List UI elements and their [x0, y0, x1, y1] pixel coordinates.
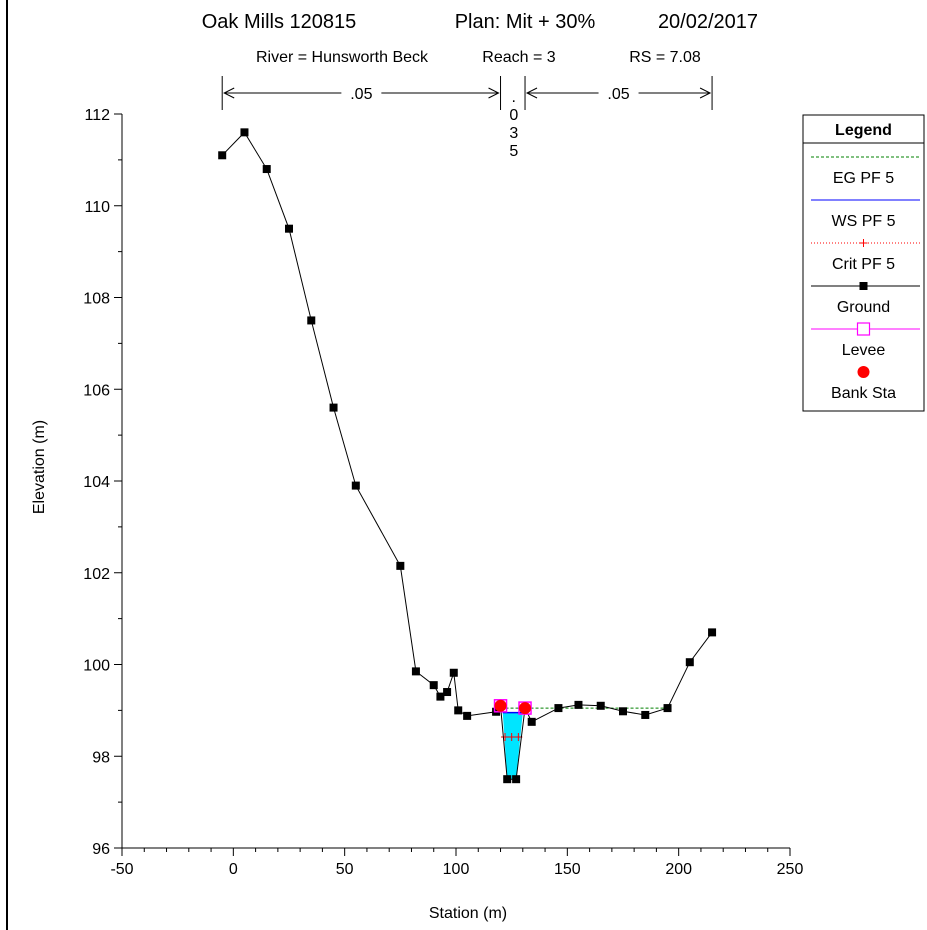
ground-point: [396, 561, 405, 570]
legend-box: [802, 114, 925, 412]
ground-point: [329, 403, 338, 412]
plot-area: [218, 128, 717, 784]
ground-point: [262, 165, 271, 174]
y-tick-label: 102: [83, 566, 110, 583]
x-tick-label: -50: [110, 861, 133, 878]
y-tick-label: 110: [84, 199, 110, 216]
manning-n-char: .: [512, 89, 516, 106]
plot-window: Oak Mills 120815 Plan: Mit + 30% 20/02/2…: [6, 0, 927, 930]
manning-n-label: .05: [607, 86, 629, 103]
legend-label: Crit PF 5: [832, 256, 895, 273]
ground-point: [503, 775, 512, 784]
title-date: 20/02/2017: [658, 11, 758, 33]
ground-point: [554, 704, 563, 713]
y-tick-label: 96: [92, 841, 110, 858]
title-project: Oak Mills 120815: [202, 11, 357, 33]
manning-n-annotations: .05.035 .05: [221, 76, 713, 160]
manning-n-char: 3: [509, 125, 518, 142]
ground-point: [641, 710, 650, 719]
ground-point: [411, 667, 420, 676]
title-plan: Plan: Mit + 30%: [455, 11, 596, 33]
chart-subtitle: River = Hunsworth Beck Reach = 3 RS = 7.…: [256, 49, 701, 66]
manning-arrow-head: [223, 87, 235, 99]
legend-label: Levee: [842, 342, 886, 359]
legend-label: Bank Sta: [831, 385, 896, 402]
x-tick-label: 50: [336, 861, 354, 878]
ground-point: [619, 707, 627, 716]
manning-n-char: 5: [509, 143, 518, 160]
legend-label: EG PF 5: [833, 170, 894, 187]
legend-label: Ground: [837, 299, 890, 316]
ground-point: [574, 700, 583, 709]
y-axis-label: Elevation (m): [31, 420, 48, 514]
x-tick-label: 200: [665, 861, 692, 878]
legend: Legend EG PF 5 WS PF 5 Crit PF 5 Ground Levee…: [802, 114, 925, 412]
ground-point: [307, 316, 316, 325]
ground-point: [285, 224, 293, 233]
cross-section-chart: Oak Mills 120815 Plan: Mit + 30% 20/02/2…: [31, 11, 925, 922]
ground-point: [351, 481, 360, 490]
manning-arrow-head: [488, 87, 500, 99]
legend-marker: [856, 322, 871, 336]
legend-marker: [857, 366, 870, 378]
ground-point: [463, 711, 472, 720]
ground-point: [436, 692, 445, 701]
legend-title: Legend: [835, 122, 892, 139]
ground-point: [240, 128, 249, 137]
legend-marker: [859, 239, 868, 247]
x-tick-label: 150: [554, 861, 581, 878]
ground-point: [527, 717, 536, 726]
x-tick-label: 100: [443, 861, 470, 878]
ground-point: [685, 658, 694, 667]
x-tick-label: 0: [229, 861, 238, 878]
bank-station-point: [519, 702, 532, 715]
legend-marker: [859, 282, 868, 290]
subtitle-reach: Reach = 3: [482, 49, 555, 66]
manning-arrow-head: [525, 87, 538, 99]
y-tick-label: 108: [83, 291, 110, 308]
manning-arrow-head: [699, 87, 712, 99]
ground-point: [596, 701, 605, 710]
y-tick-label: 98: [92, 749, 110, 766]
chart-title: Oak Mills 120815 Plan: Mit + 30% 20/02/2…: [202, 11, 758, 33]
x-tick-label: 250: [777, 861, 804, 878]
y-tick-label: 106: [83, 382, 110, 399]
ground-point: [663, 704, 672, 713]
ground-point: [218, 151, 227, 160]
ground-line: [221, 131, 713, 780]
subtitle-rs: RS = 7.08: [629, 49, 701, 66]
manning-n-char: 0: [509, 107, 518, 124]
ground-point: [449, 668, 458, 677]
ground-point: [454, 706, 463, 715]
bank-station-point: [494, 699, 507, 712]
ground-point: [512, 775, 521, 784]
manning-n-label: .05: [350, 86, 372, 103]
ground-point: [429, 681, 438, 690]
crit-point: [507, 732, 516, 741]
y-tick-label: 112: [84, 107, 110, 124]
crit-point: [500, 732, 509, 741]
y-tick-label: 104: [83, 474, 110, 491]
y-tick-label: 100: [83, 658, 110, 675]
ground-point: [443, 688, 452, 697]
subtitle-river: River = Hunsworth Beck: [256, 49, 429, 66]
ground-point: [708, 628, 717, 637]
legend-label: WS PF 5: [831, 213, 895, 230]
x-axis-label: Station (m): [429, 905, 507, 922]
